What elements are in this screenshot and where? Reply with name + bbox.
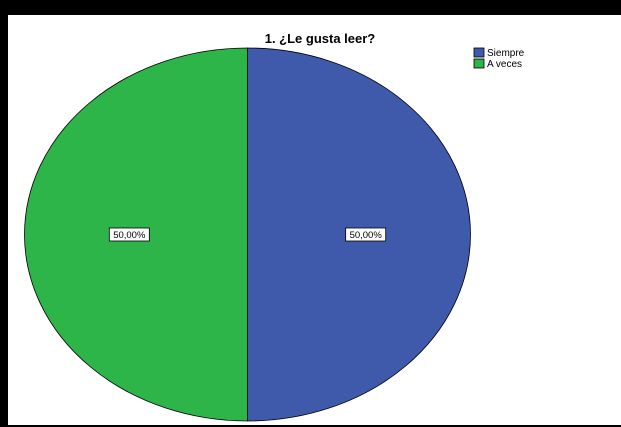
legend-swatch-siempre xyxy=(473,47,485,58)
pie-slices xyxy=(24,47,471,422)
data-labels: 50,00% 50,00% xyxy=(108,227,387,242)
data-label-box xyxy=(108,227,150,242)
data-label-box xyxy=(345,227,387,242)
data-label-a-veces: 50,00% xyxy=(108,227,150,242)
legend-label-a-veces: A veces xyxy=(487,59,522,70)
legend: Siempre A veces xyxy=(473,47,525,70)
data-label-text: 50,00% xyxy=(113,230,146,241)
data-label-text: 50,00% xyxy=(350,230,383,241)
legend-swatch-a-veces xyxy=(473,58,485,69)
chart-title: 1. ¿Le gusta leer? xyxy=(265,31,376,46)
legend-label-siempre: Siempre xyxy=(487,48,525,59)
data-label-siempre: 50,00% xyxy=(345,227,387,242)
